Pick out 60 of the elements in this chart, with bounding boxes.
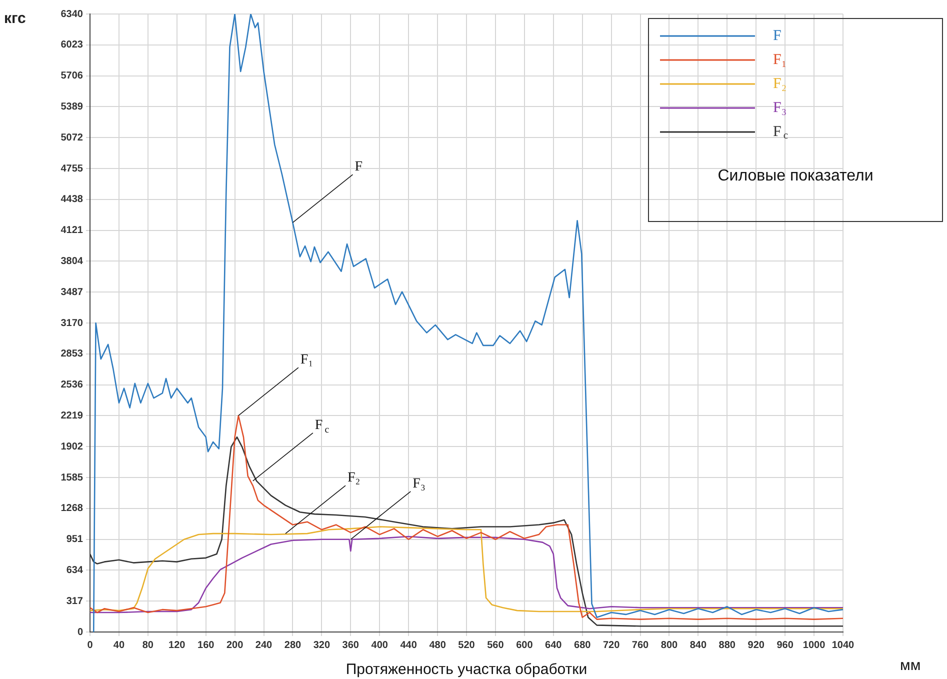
x-tick-label: 320 <box>313 640 330 651</box>
y-tick-label: 4755 <box>60 163 84 174</box>
y-tick-label: 2853 <box>60 348 84 360</box>
x-tick-label: 600 <box>516 640 534 651</box>
annotation: F₂ <box>347 470 360 486</box>
x-tick-label: 520 <box>458 640 476 651</box>
y-tick-label: 951 <box>66 534 84 546</box>
text: F₃ <box>773 100 787 116</box>
y-tick-label: 634 <box>66 564 84 576</box>
x-tick-label: 120 <box>168 640 186 651</box>
text: F <box>773 28 782 44</box>
x-tick-label: 840 <box>690 640 707 651</box>
text: F₁ <box>773 52 787 68</box>
x-tick-label: 640 <box>545 640 562 651</box>
x-tick-label: 720 <box>602 640 620 651</box>
x-tick-label: 40 <box>113 640 125 651</box>
x-tick-label: 800 <box>660 640 678 651</box>
y-tick-label: 4121 <box>60 225 84 236</box>
y-tick-label: 5706 <box>60 70 84 82</box>
x-tick-label: 400 <box>371 640 388 651</box>
y-tick-label: 6340 <box>60 8 84 20</box>
y-tick-label: 2219 <box>60 410 84 422</box>
y-tick-label: 3487 <box>60 286 84 298</box>
text: F₂ <box>773 76 787 92</box>
y-axis-title: кгс <box>4 10 26 27</box>
x-tick-label: 760 <box>632 640 650 651</box>
annotation: F₃ <box>412 476 426 492</box>
x-tick-label: 0 <box>87 640 94 651</box>
x-tick-label: 200 <box>226 640 244 651</box>
y-tick-label: 6023 <box>60 40 84 51</box>
y-tick-label: 317 <box>66 596 84 607</box>
text: мм <box>900 657 921 674</box>
y-tick-label: 1902 <box>60 441 84 452</box>
y-tick-label: 5389 <box>60 101 84 112</box>
x-tick-label: 480 <box>429 640 446 651</box>
annotation: F <box>354 160 363 175</box>
y-tick-label: 4438 <box>60 194 84 206</box>
annotation: F₁ <box>300 352 314 368</box>
y-tick-label: 5072 <box>60 132 84 144</box>
x-tick-label: 920 <box>748 640 765 651</box>
x-tick-label: 280 <box>284 640 302 651</box>
y-tick-label: 3170 <box>60 318 84 329</box>
x-tick-label: 440 <box>400 640 418 651</box>
y-tick-label: 2536 <box>60 380 84 391</box>
y-tick-label: 3804 <box>60 256 84 267</box>
x-tick-label: 680 <box>574 640 592 651</box>
x-tick-label: 1000 <box>802 640 826 651</box>
y-tick-label: 1585 <box>60 472 84 484</box>
x-tick-label: 880 <box>718 640 736 651</box>
x-tick-label: 240 <box>255 640 273 651</box>
x-axis-title: Протяженность участка обработки <box>346 661 588 678</box>
y-tick-label: 0 <box>77 626 84 638</box>
y-tick-label: 1268 <box>60 503 84 514</box>
x-tick-label: 360 <box>342 640 360 651</box>
x-tick-label: 160 <box>198 640 215 651</box>
legend-title: Силовые показатели <box>718 167 874 184</box>
x-tick-label: 1040 <box>832 640 855 651</box>
x-tick-label: 560 <box>487 640 504 651</box>
x-tick-label: 80 <box>142 640 154 651</box>
x-tick-label: 960 <box>776 640 794 651</box>
